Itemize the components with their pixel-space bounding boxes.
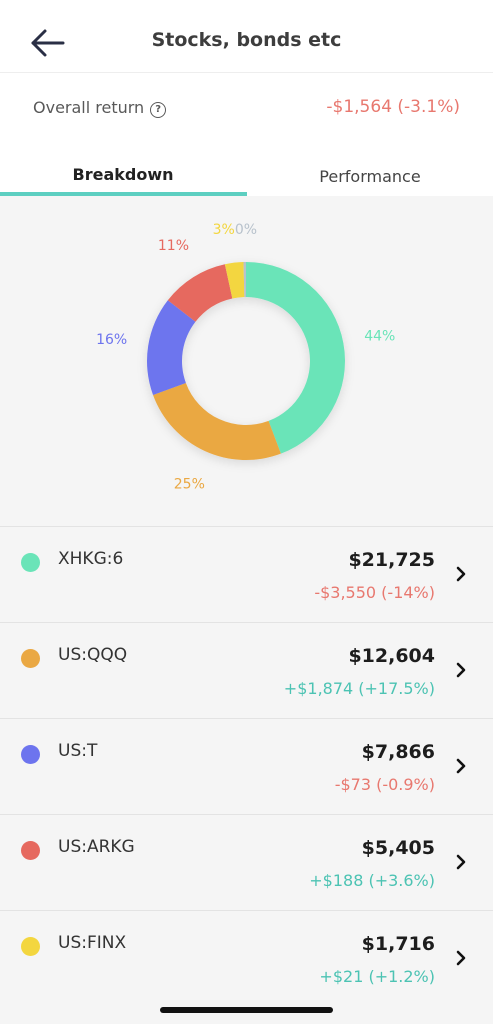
donut-slice bbox=[224, 262, 245, 299]
holding-change: +$188 (+3.6%) bbox=[309, 871, 435, 890]
holding-row[interactable]: US:T $7,866 -$73 (-0.9%) bbox=[0, 718, 493, 814]
overall-return-row: Overall return? -$1,564 (-3.1%) bbox=[0, 73, 493, 147]
donut-slice-label: 25% bbox=[174, 477, 205, 493]
holding-amount: $5,405 bbox=[361, 837, 435, 859]
holding-change: +$1,874 (+17.5%) bbox=[283, 679, 435, 698]
holding-ticker: US:ARKG bbox=[58, 837, 135, 857]
donut-slice bbox=[243, 262, 246, 298]
donut-slice-label: 44% bbox=[364, 329, 395, 345]
donut-slice-label: 16% bbox=[96, 332, 127, 348]
holding-row[interactable]: US:QQQ $12,604 +$1,874 (+17.5%) bbox=[0, 622, 493, 718]
holding-amount: $7,866 bbox=[361, 741, 435, 763]
chevron-right-icon bbox=[456, 662, 466, 678]
holding-color-dot bbox=[21, 553, 40, 572]
chevron-right-icon bbox=[456, 854, 466, 870]
donut-slice bbox=[153, 382, 281, 460]
home-indicator bbox=[160, 1007, 333, 1013]
holding-ticker: XHKG:6 bbox=[58, 549, 124, 569]
back-button[interactable] bbox=[28, 26, 68, 60]
holding-amount: $1,716 bbox=[361, 933, 435, 955]
overall-return-value: -$1,564 (-3.1%) bbox=[326, 97, 460, 117]
donut-slice bbox=[167, 264, 233, 322]
donut-slice-label: 3% bbox=[213, 222, 235, 238]
chevron-right-icon bbox=[456, 566, 466, 582]
tab-breakdown[interactable]: Breakdown bbox=[72, 165, 174, 184]
arrow-left-icon bbox=[31, 29, 65, 57]
holding-color-dot bbox=[21, 745, 40, 764]
tab-bar: Breakdown Performance bbox=[0, 148, 493, 196]
app-header: Stocks, bonds etc bbox=[0, 0, 493, 73]
holding-amount: $12,604 bbox=[348, 645, 435, 667]
chevron-right-icon bbox=[456, 758, 466, 774]
donut-slice-label: 0% bbox=[235, 222, 257, 238]
holding-color-dot bbox=[21, 841, 40, 860]
help-icon[interactable]: ? bbox=[150, 102, 167, 118]
holding-ticker: US:T bbox=[58, 741, 98, 761]
breakdown-chart-area: 44% 25% 16% 11% 3% 0% bbox=[0, 196, 493, 526]
holding-amount: $21,725 bbox=[348, 549, 435, 571]
holding-row[interactable]: XHKG:6 $21,725 -$3,550 (-14%) bbox=[0, 526, 493, 622]
holdings-list: XHKG:6 $21,725 -$3,550 (-14%) US:QQQ $12… bbox=[0, 526, 493, 1024]
holding-color-dot bbox=[21, 649, 40, 668]
holding-change: -$3,550 (-14%) bbox=[314, 583, 435, 602]
page-title: Stocks, bonds etc bbox=[151, 29, 342, 51]
donut-slice-label: 11% bbox=[158, 238, 189, 254]
active-tab-indicator bbox=[0, 192, 247, 196]
holding-row[interactable]: US:FINX $1,716 +$21 (+1.2%) bbox=[0, 910, 493, 1006]
holding-ticker: US:QQQ bbox=[58, 645, 128, 665]
overall-return-label: Overall return? bbox=[33, 98, 167, 118]
holding-change: +$21 (+1.2%) bbox=[319, 967, 435, 986]
tab-performance[interactable]: Performance bbox=[319, 167, 421, 186]
holding-ticker: US:FINX bbox=[58, 933, 127, 953]
donut-slice bbox=[147, 300, 196, 396]
holding-row[interactable]: US:ARKG $5,405 +$188 (+3.6%) bbox=[0, 814, 493, 910]
holding-color-dot bbox=[21, 937, 40, 956]
donut-slice bbox=[246, 262, 345, 454]
allocation-donut-chart: 44% 25% 16% 11% 3% 0% bbox=[96, 222, 395, 493]
holding-change: -$73 (-0.9%) bbox=[334, 775, 435, 794]
chevron-right-icon bbox=[456, 950, 466, 966]
overall-return-label-text: Overall return bbox=[33, 98, 145, 117]
